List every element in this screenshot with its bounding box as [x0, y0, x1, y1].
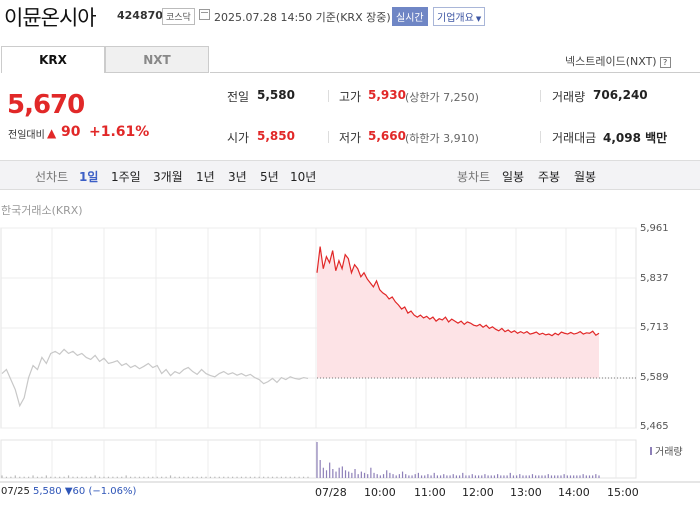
stat-divider: [328, 90, 329, 102]
nextrade-link-label: 넥스트레이드(NXT): [565, 55, 657, 68]
y-tick-label: 5,589: [640, 372, 669, 383]
stock-title: 이뮨온시아: [4, 6, 97, 30]
realtime-button[interactable]: 실시간: [392, 7, 428, 26]
tab-nxt[interactable]: NXT: [105, 46, 209, 73]
market-badge: 코스닥: [162, 8, 195, 25]
x-tick-label: 13:00: [510, 486, 542, 499]
x-tick-label: 10:00: [364, 486, 396, 499]
calendar-icon: [199, 9, 210, 20]
trade-amount-label: 거래대금: [552, 131, 597, 145]
volume-legend-label: 거래량: [655, 447, 683, 458]
prev-day-info: 07/25 5,580 ▼60 (−1.06%): [1, 486, 136, 497]
chart-title: 한국거래소(KRX): [1, 204, 83, 217]
prev-close-label: 전일: [227, 90, 250, 104]
quote-timestamp: 2025.07.28 14:50 기준(KRX 장중): [214, 11, 391, 24]
prev-day-change: ▼60 (−1.06%): [64, 486, 137, 497]
candle-daily[interactable]: 일봉: [502, 170, 525, 184]
y-tick-label: 5,837: [640, 273, 669, 284]
low-label: 저가: [339, 131, 362, 145]
prev-day-date: 07/25: [1, 486, 30, 497]
prev-day-line: [1, 348, 309, 408]
tab-krx[interactable]: KRX: [1, 46, 105, 73]
open-value: 5,850: [257, 129, 295, 143]
stock-code: 424870: [117, 9, 163, 22]
change-percent: +1.61%: [89, 124, 150, 140]
company-info-dropdown[interactable]: 기업개요 ▼: [433, 7, 486, 26]
line-chart-label: 선차트: [35, 170, 69, 184]
y-tick-label: 5,961: [640, 223, 669, 234]
low-value: 5,660: [368, 129, 406, 143]
chevron-down-icon: ▼: [475, 15, 482, 23]
prev-close-value: 5,580: [257, 88, 295, 102]
upper-limit: (상한가 7,250): [405, 91, 479, 104]
chart-period-bar: [0, 160, 700, 190]
volume-legend: 거래량: [650, 443, 683, 458]
volume-frame: [0, 439, 637, 479]
x-tick-label: 07/28: [315, 486, 347, 499]
period-3m[interactable]: 3개월: [153, 170, 183, 184]
prev-day-price: 5,580: [33, 486, 62, 497]
high-label: 고가: [339, 90, 362, 104]
price-area: [317, 246, 599, 378]
period-1d[interactable]: 1일: [79, 170, 99, 184]
volume-legend-marker: [650, 447, 652, 455]
change-value: 90: [61, 124, 81, 140]
current-price: 5,670: [7, 90, 85, 120]
x-tick-label: 11:00: [414, 486, 446, 499]
y-tick-label: 5,713: [640, 322, 669, 333]
stat-divider: [540, 131, 541, 143]
period-3y[interactable]: 3년: [228, 170, 247, 184]
x-tick-label: 15:00: [607, 486, 639, 499]
trade-amount-value: 4,098 백만: [603, 131, 668, 145]
nextrade-link[interactable]: 넥스트레이드(NXT)?: [565, 53, 671, 69]
candle-monthly[interactable]: 월봉: [574, 170, 597, 184]
tab-divider: [210, 72, 700, 73]
period-1y[interactable]: 1년: [196, 170, 215, 184]
up-triangle-icon: ▲: [47, 126, 57, 140]
company-info-label: 기업개요: [437, 13, 474, 24]
volume-label: 거래량: [552, 90, 586, 104]
stat-divider: [540, 90, 541, 102]
candle-weekly[interactable]: 주봉: [538, 170, 561, 184]
period-5y[interactable]: 5년: [260, 170, 279, 184]
volume-value: 706,240: [593, 88, 648, 102]
period-10y[interactable]: 10년: [290, 170, 317, 184]
price-line: [316, 246, 600, 337]
x-tick-label: 14:00: [558, 486, 590, 499]
stat-divider: [328, 131, 329, 143]
y-tick-label: 5,465: [640, 421, 669, 432]
change-label: 전일대비: [8, 130, 45, 141]
high-value: 5,930: [368, 88, 406, 102]
x-tick-label: 12:00: [462, 486, 494, 499]
period-1w[interactable]: 1주일: [111, 170, 141, 184]
candle-chart-label: 봉차트: [457, 170, 491, 184]
lower-limit: (하한가 3,910): [405, 132, 479, 145]
open-label: 시가: [227, 131, 250, 145]
help-icon[interactable]: ?: [659, 57, 671, 68]
